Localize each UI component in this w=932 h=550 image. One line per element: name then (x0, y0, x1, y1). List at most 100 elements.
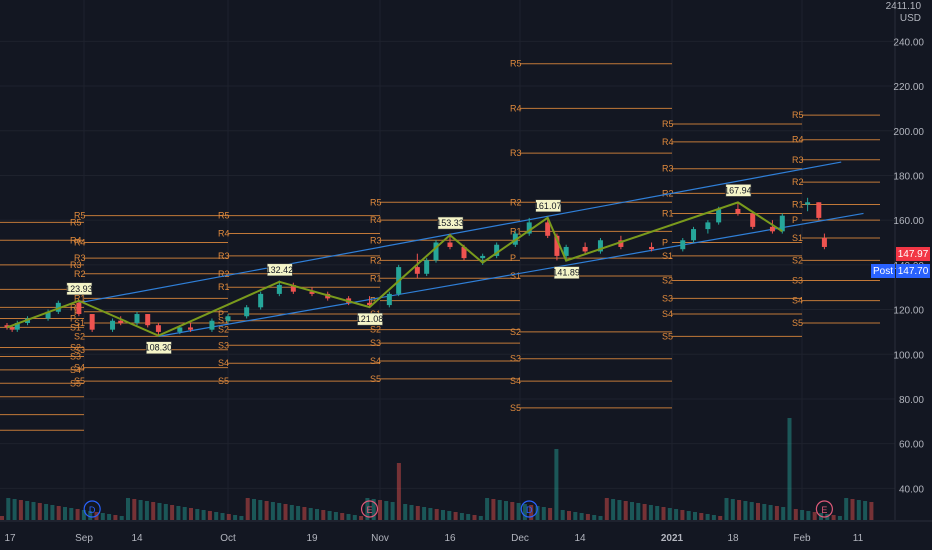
price-tag-label-bg (871, 264, 895, 278)
volume-bar (787, 418, 792, 520)
volume-bar (264, 501, 269, 520)
candle-body (649, 246, 655, 250)
callout-label: 123.93 (65, 284, 93, 294)
pivot-label-r2: R2 (218, 269, 230, 279)
event-marker: D (520, 500, 538, 518)
callout-label: 161.07 (534, 201, 562, 211)
pivot-label-r5: R5 (74, 211, 86, 221)
axis-currency: USD (900, 13, 921, 24)
pivot-label-s1: S1 (74, 318, 85, 328)
volume-bar (18, 500, 23, 520)
pivot-label-s4: S4 (70, 365, 81, 375)
volume-bar (283, 504, 288, 520)
volume-bars (0, 418, 874, 520)
candle-body (433, 242, 439, 261)
pivot-label-s2: S2 (792, 255, 803, 265)
zigzag-callout: 123.93 (65, 282, 93, 296)
pivot-label-r5: R5 (370, 197, 382, 207)
volume-bar (485, 498, 490, 520)
volume-bar (441, 510, 445, 520)
candle (134, 311, 140, 326)
candle-body (545, 222, 551, 236)
volume-bar (730, 499, 735, 520)
candle-body (225, 316, 231, 321)
candle-body (680, 240, 686, 250)
volume-bar (705, 514, 710, 520)
volume-bar (831, 515, 836, 520)
pivot-label-r3: R3 (510, 148, 522, 158)
candle (582, 242, 588, 254)
candle-body (110, 320, 116, 330)
volume-bar (630, 502, 634, 520)
candle-body (526, 222, 532, 234)
volume-bar (604, 498, 609, 520)
volume-bar (340, 513, 345, 520)
pivot-label-s1: S1 (792, 233, 803, 243)
x-tick-label: 11 (853, 533, 864, 544)
zigzag-callout: 153.33 (436, 216, 464, 230)
volume-bar (756, 503, 760, 520)
candle (649, 242, 655, 252)
callout-label: 132.42 (266, 265, 294, 275)
candle-body (45, 311, 51, 319)
callout-label: 121.08 (356, 314, 384, 324)
pivot-label-r2: R2 (74, 269, 86, 279)
volume-bar (579, 513, 584, 520)
volume-bar (529, 505, 534, 520)
pivot-label-s5: S5 (510, 403, 521, 413)
event-label: E (821, 505, 827, 515)
event-label: E (367, 505, 373, 515)
pivot-label-r1: R1 (792, 200, 804, 210)
candle-body (76, 302, 82, 315)
pivot-label-s3: S3 (218, 340, 229, 350)
volume-bar (63, 507, 67, 520)
y-tick-label: 80.00 (899, 395, 924, 406)
volume-bar (201, 510, 206, 520)
pivot-label-s5: S5 (792, 318, 803, 328)
price-tag-value: 147.97 (898, 249, 929, 260)
channel-line (78, 161, 842, 304)
event-circle (520, 500, 538, 518)
candle-body (55, 302, 61, 312)
volume-bar (466, 514, 471, 520)
volume-bar (315, 509, 319, 520)
volume-bar (6, 498, 11, 520)
volume-bar (453, 512, 458, 520)
candle (433, 240, 439, 263)
candle-body (188, 327, 194, 330)
y-tick-label: 100.00 (893, 350, 924, 361)
pivot-label-r1: R1 (74, 293, 86, 303)
volume-bar (592, 515, 597, 520)
volume-bar (170, 505, 175, 520)
x-tick-label: Dec (511, 533, 529, 544)
y-tick-label: 180.00 (893, 171, 924, 182)
pivot-label-s1: S1 (510, 271, 521, 281)
volume-bar (132, 499, 137, 520)
volume-bar (390, 502, 395, 520)
pivot-label-s4: S4 (74, 363, 85, 373)
volume-bar (642, 504, 647, 520)
candle (110, 318, 116, 332)
event-circle (83, 500, 101, 518)
volume-bar (226, 514, 231, 520)
pivot-label-r2: R2 (510, 197, 522, 207)
callout-label: 141.89 (552, 268, 580, 278)
volume-bar (636, 503, 641, 520)
x-tick-label: 18 (727, 533, 739, 544)
candle-body (386, 293, 392, 306)
volume-bar (157, 503, 162, 520)
volume-bar (119, 516, 124, 520)
candle-body (14, 322, 20, 330)
volume-bar (447, 511, 452, 520)
candle-body (258, 293, 264, 308)
pivot-label-s3: S3 (510, 354, 521, 364)
time-axis: 17 Sep 14 Oct 19 Nov 16 Dec 14 2021 18 Feb 11 (0, 520, 932, 544)
pivot-label-s4: S4 (218, 358, 229, 368)
candle (244, 305, 250, 319)
volume-bar (516, 503, 521, 520)
volume-bar (163, 504, 168, 520)
volume-bar (554, 449, 559, 520)
price-tag: Post 147.70 (871, 264, 930, 278)
